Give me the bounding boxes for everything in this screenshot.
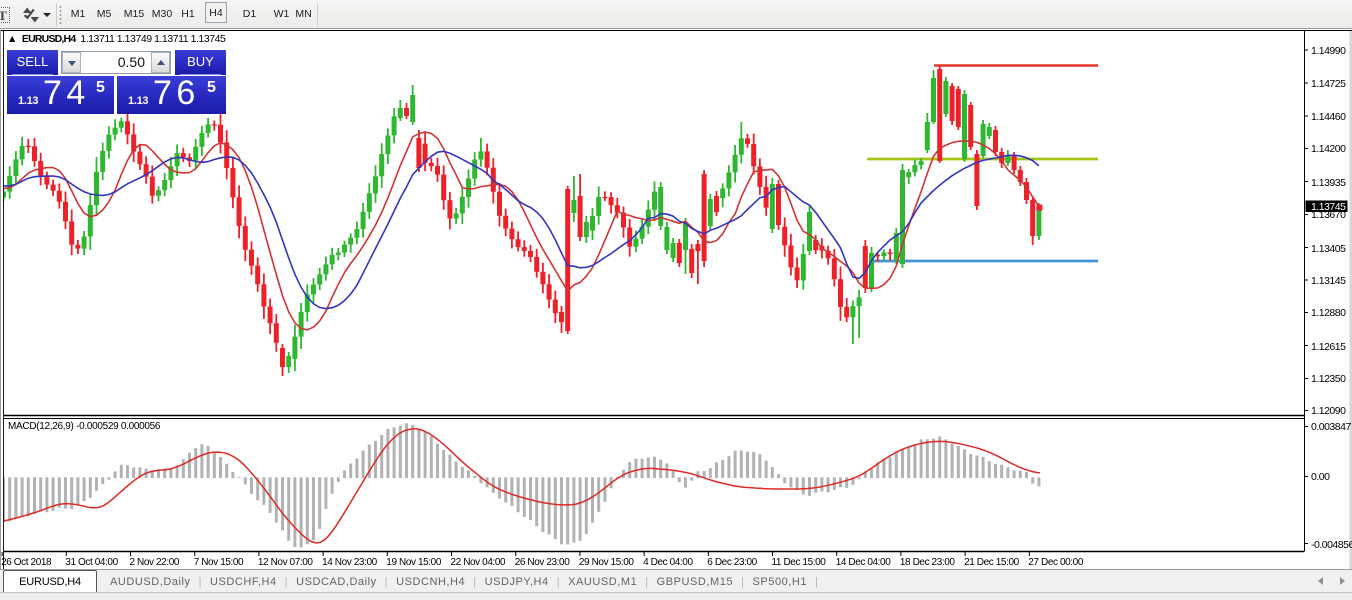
svg-text:12 Nov 07:00: 12 Nov 07:00 bbox=[258, 557, 314, 568]
svg-text:18 Dec 23:00: 18 Dec 23:00 bbox=[900, 557, 956, 568]
svg-text:2 Nov 22:00: 2 Nov 22:00 bbox=[130, 557, 180, 568]
svg-text:-0.004856: -0.004856 bbox=[1311, 539, 1352, 551]
svg-text:11 Dec 15:00: 11 Dec 15:00 bbox=[772, 557, 827, 568]
svg-text:1.13405: 1.13405 bbox=[1311, 243, 1346, 255]
svg-text:1.14460: 1.14460 bbox=[1311, 111, 1346, 123]
svg-text:22 Nov 04:00: 22 Nov 04:00 bbox=[451, 557, 507, 568]
svg-text:19 Nov 15:00: 19 Nov 15:00 bbox=[386, 557, 442, 568]
svg-text:1.14200: 1.14200 bbox=[1311, 143, 1346, 155]
svg-text:21 Dec 15:00: 21 Dec 15:00 bbox=[964, 557, 1020, 568]
svg-text:1.12615: 1.12615 bbox=[1311, 341, 1346, 353]
svg-text:26 Nov 23:00: 26 Nov 23:00 bbox=[515, 557, 571, 568]
svg-text:31 Oct 04:00: 31 Oct 04:00 bbox=[65, 557, 118, 568]
svg-text:1.14725: 1.14725 bbox=[1311, 78, 1346, 90]
svg-text:26 Oct 2018: 26 Oct 2018 bbox=[1, 557, 52, 568]
svg-text:1.12090: 1.12090 bbox=[1311, 405, 1346, 417]
svg-text:1.12880: 1.12880 bbox=[1311, 307, 1346, 319]
svg-text:4 Dec 04:00: 4 Dec 04:00 bbox=[643, 557, 693, 568]
svg-text:1.13145: 1.13145 bbox=[1311, 275, 1346, 287]
svg-text:1.12350: 1.12350 bbox=[1311, 373, 1346, 385]
svg-text:27 Dec 00:00: 27 Dec 00:00 bbox=[1028, 557, 1084, 568]
svg-text:1.13745: 1.13745 bbox=[1311, 201, 1346, 213]
svg-text:1.13935: 1.13935 bbox=[1311, 177, 1346, 189]
svg-text:1.14990: 1.14990 bbox=[1311, 45, 1346, 57]
svg-text:7 Nov 15:00: 7 Nov 15:00 bbox=[194, 557, 244, 568]
svg-text:14 Dec 04:00: 14 Dec 04:00 bbox=[836, 557, 892, 568]
svg-text:0.003847: 0.003847 bbox=[1311, 421, 1351, 433]
svg-text:0.00: 0.00 bbox=[1311, 471, 1330, 483]
svg-text:6 Dec 23:00: 6 Dec 23:00 bbox=[707, 557, 757, 568]
svg-text:29 Nov 15:00: 29 Nov 15:00 bbox=[579, 557, 635, 568]
svg-text:14 Nov 23:00: 14 Nov 23:00 bbox=[322, 557, 378, 568]
